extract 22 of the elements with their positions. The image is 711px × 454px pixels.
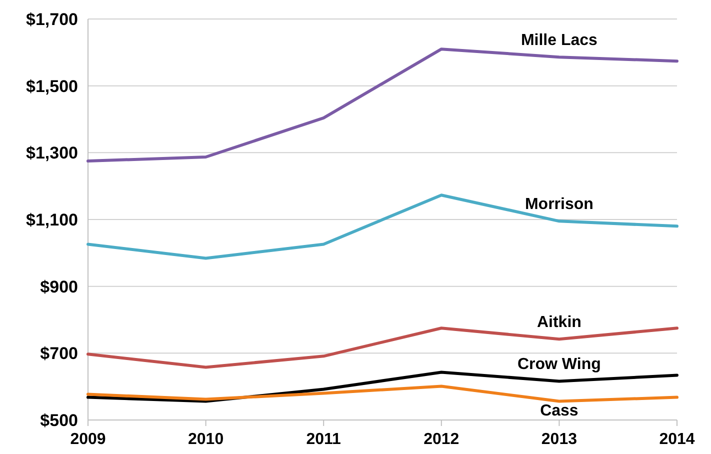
y-tick-label: $700 — [40, 344, 78, 364]
series-label: Mille Lacs — [520, 32, 598, 50]
series-label: Aitkin — [536, 314, 582, 332]
y-tick-label: $900 — [40, 277, 78, 296]
y-tick-label: $1,500 — [26, 76, 78, 96]
series-label: Cass — [540, 402, 578, 420]
y-tick-label: $1,700 — [26, 10, 78, 29]
y-tick-label: $500 — [40, 410, 78, 430]
line-series — [86, 384, 678, 403]
line-series — [86, 194, 678, 260]
y-tick-label: $1,300 — [26, 144, 78, 163]
x-tick-label: 2010 — [188, 431, 224, 448]
x-tick-label: 2013 — [541, 431, 578, 448]
y-tick-label: $1,100 — [26, 210, 78, 230]
series-label: Morrison — [524, 196, 594, 214]
x-tick-label: 2014 — [659, 431, 695, 448]
line-series — [86, 48, 678, 163]
series-label: Crow Wing — [517, 356, 601, 374]
x-tick-label: 2011 — [306, 431, 342, 448]
line-series — [86, 370, 678, 403]
x-tick-label: 2012 — [424, 431, 460, 448]
x-tick-label: 2009 — [70, 431, 106, 448]
